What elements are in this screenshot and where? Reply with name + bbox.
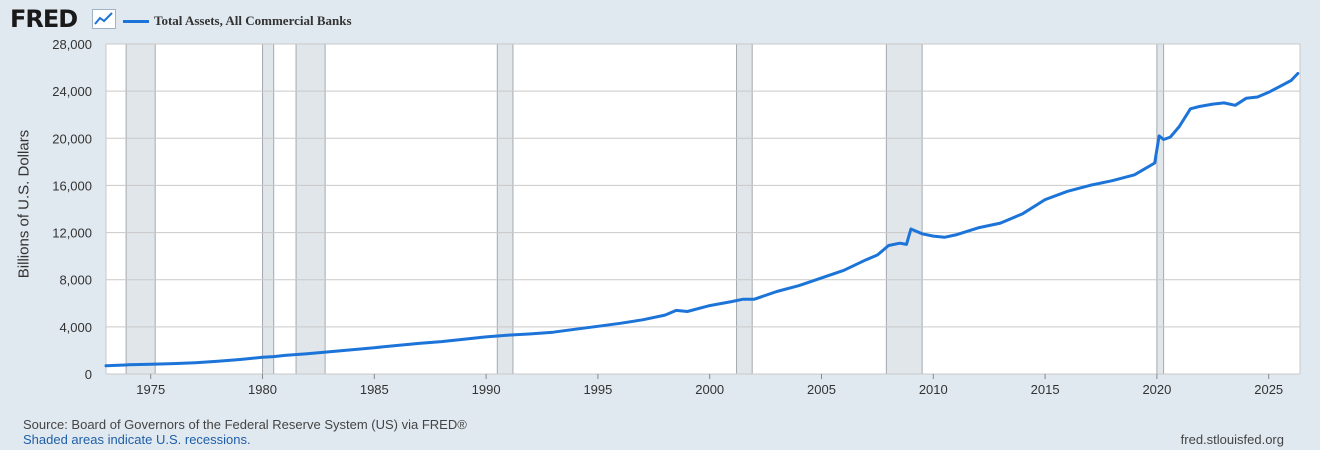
x-tick-label: 2025	[1254, 382, 1283, 397]
x-tick-label: 2010	[919, 382, 948, 397]
x-tick-label: 1975	[136, 382, 165, 397]
plot-border	[105, 43, 1301, 375]
y-tick-label: 4,000	[59, 320, 92, 335]
y-tick-label: 24,000	[52, 84, 92, 99]
y-tick-label: 0	[85, 367, 92, 382]
chart-header: FRED Total Assets, All Commercial Banks	[0, 0, 1320, 42]
y-tick-label: 12,000	[52, 226, 92, 241]
recession-band	[1156, 43, 1165, 375]
plot-area	[106, 44, 1300, 374]
x-tick-label: 1985	[360, 382, 389, 397]
recession-band	[295, 43, 326, 375]
y-tick-label: 16,000	[52, 178, 92, 193]
x-tick-label: 2015	[1031, 382, 1060, 397]
x-tick-label: 1990	[472, 382, 501, 397]
source-note: Source: Board of Governors of the Federa…	[23, 417, 467, 432]
legend-label: Total Assets, All Commercial Banks	[154, 13, 352, 28]
line-chart-icon	[92, 9, 116, 29]
legend-swatch	[123, 20, 149, 23]
y-tick-label: 8,000	[59, 273, 92, 288]
recession-note[interactable]: Shaded areas indicate U.S. recessions.	[23, 432, 251, 447]
y-tick-label: 20,000	[52, 131, 92, 146]
recession-band	[496, 43, 514, 375]
recession-band	[885, 43, 923, 375]
fred-logo[interactable]: FRED	[10, 5, 78, 33]
recession-band	[125, 43, 156, 375]
series-line	[104, 72, 1300, 368]
recession-band	[736, 43, 753, 375]
y-tick-label: 28,000	[52, 37, 92, 52]
x-tick-label: 2020	[1142, 382, 1171, 397]
x-tick-label: 1980	[248, 382, 277, 397]
x-tick-label: 2005	[807, 382, 836, 397]
x-tick-label: 1995	[583, 382, 612, 397]
recession-band	[262, 43, 275, 375]
site-link[interactable]: fred.stlouisfed.org	[1180, 432, 1284, 447]
x-tick-label: 2000	[695, 382, 724, 397]
